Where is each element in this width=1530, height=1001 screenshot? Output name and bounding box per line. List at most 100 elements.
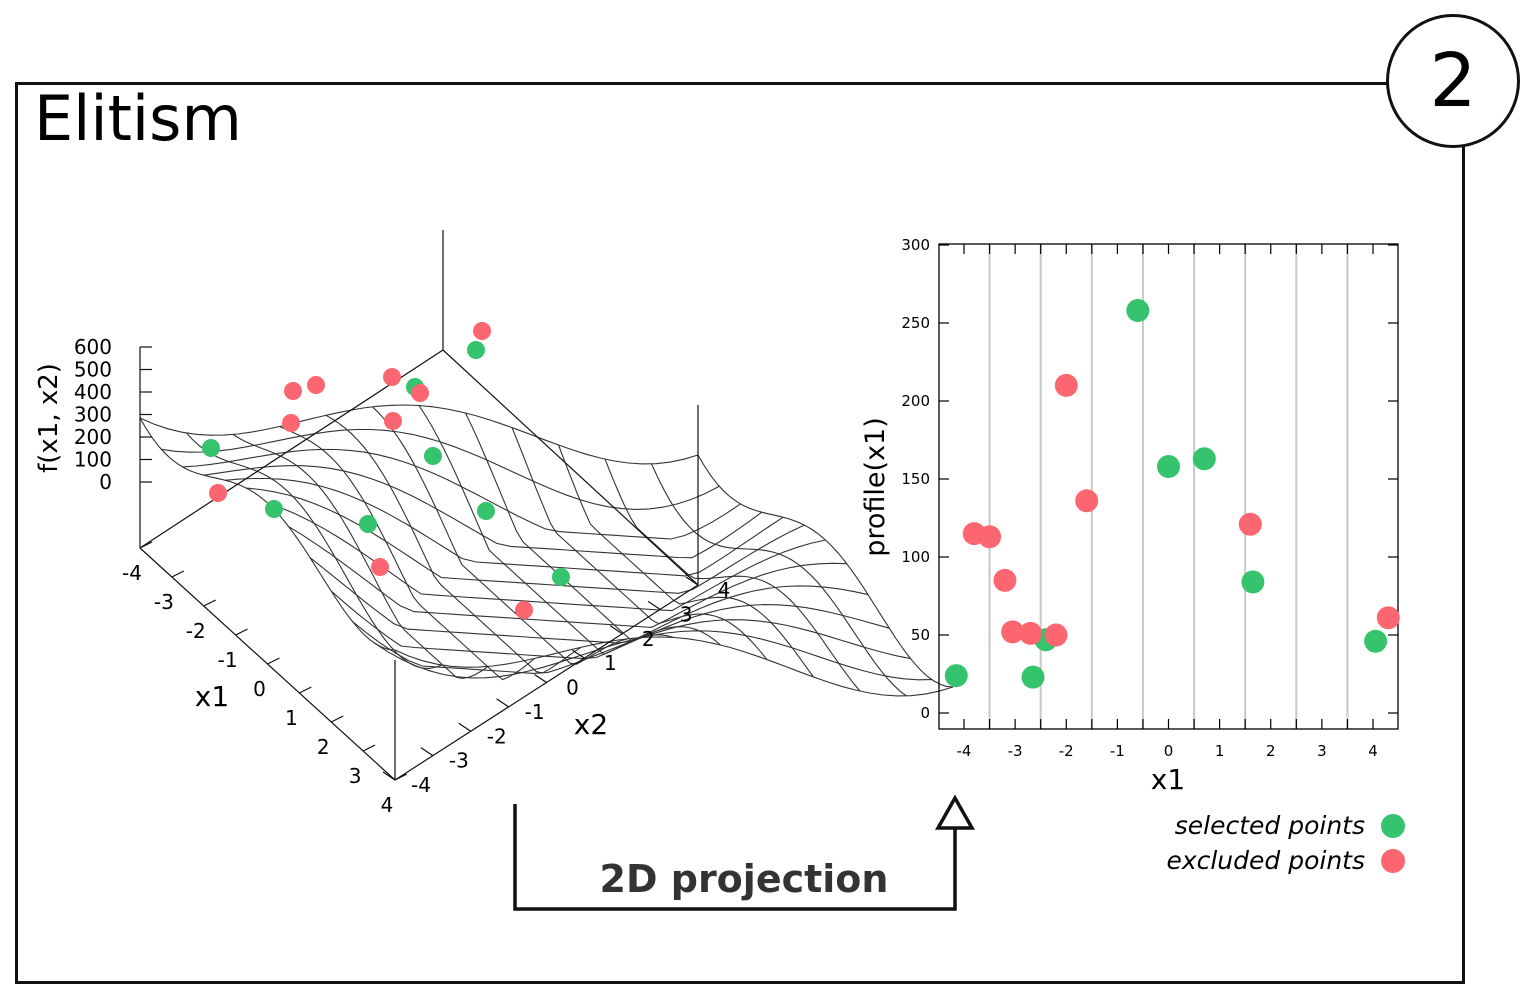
surface-excluded-point [411, 384, 429, 402]
surface-excluded-point [371, 558, 389, 576]
legend-selected-marker [1381, 814, 1405, 838]
axis-line [442, 349, 699, 586]
x-tick-label: 1 [1215, 742, 1225, 760]
selected-point [1192, 447, 1216, 471]
x2-tick-label: -3 [449, 749, 469, 773]
mesh-line [651, 463, 907, 697]
panel-frame [15, 82, 1465, 984]
y-tick-label: 0 [920, 704, 930, 722]
x-tick-label: -4 [957, 742, 972, 760]
legend-excluded-marker [1381, 849, 1405, 873]
x-tick-label: 4 [1368, 742, 1378, 760]
mesh-line [224, 477, 784, 577]
surface-excluded-point [473, 322, 491, 340]
mesh-line [139, 417, 396, 651]
selected-point [1157, 455, 1180, 478]
excluded-point [1054, 373, 1078, 397]
x2-tick-label: -4 [411, 773, 431, 797]
projection-arrow: 2D projection [513, 794, 976, 911]
panel-title: Elitism [34, 82, 242, 155]
scatter-gridlines [988, 244, 1349, 729]
x1-tick [139, 541, 153, 549]
z-tick-label: 100 [74, 448, 112, 472]
surface-selected-point [424, 447, 442, 465]
surface-selected-point [552, 568, 570, 586]
excluded-point [1019, 621, 1042, 645]
x2-tick [609, 625, 623, 635]
surface-points [202, 322, 570, 619]
surface-zlabel: f(x1, x2) [34, 363, 64, 473]
y-tick-label: 100 [901, 548, 930, 566]
surface-excluded-point [284, 382, 302, 400]
x-tick-label: 0 [1164, 742, 1174, 760]
x1-tick-label: 0 [253, 677, 266, 701]
x-tick-label: -2 [1059, 742, 1074, 760]
excluded-point [1238, 512, 1262, 536]
x1-tick-label: -3 [154, 590, 174, 614]
x1-tick-label: -4 [122, 561, 142, 585]
x1-tick [235, 628, 248, 636]
x1-tick [267, 657, 280, 665]
mesh-line [697, 454, 954, 688]
y-tick-label: 150 [901, 470, 930, 488]
surface-excluded-point [307, 376, 325, 394]
x2-tick-label: 3 [680, 602, 693, 626]
surface-excluded-point [515, 601, 533, 619]
excluded-point [993, 568, 1017, 592]
x-tick-label: 3 [1317, 742, 1327, 760]
surface-selected-point [467, 341, 485, 359]
mesh-line [232, 433, 489, 680]
mesh-line [372, 406, 628, 665]
x1-tick [330, 715, 344, 723]
x-tick-label: -1 [1110, 742, 1125, 760]
surface-selected-point [477, 502, 495, 520]
excluded-point [1001, 620, 1025, 644]
scatter-ticks: -4 -3 -2 -1 0 1 2 3 4 0 50 100 150 200 250 300 [901, 236, 1398, 760]
surface-selected-point [359, 515, 377, 533]
selected-point [1364, 629, 1388, 653]
x2-tick-label: 2 [642, 627, 655, 651]
projection-label: 2D projection [600, 857, 889, 901]
selected-point [1241, 570, 1265, 594]
mesh-line [182, 448, 741, 540]
z-tick-label: 0 [99, 470, 112, 494]
x1-tick [299, 686, 312, 694]
step-badge: 2 [1386, 14, 1520, 148]
x2-tick-label: -2 [487, 724, 507, 748]
y-tick-label: 300 [901, 236, 930, 254]
excluded-point [1376, 606, 1400, 630]
x2-tick [647, 600, 661, 610]
mesh-line [418, 405, 675, 656]
x-tick-label: 2 [1266, 742, 1276, 760]
x1-tick [362, 744, 376, 752]
x-tick-label: -3 [1008, 742, 1023, 760]
mesh-line [139, 404, 699, 465]
z-tick-label: 400 [74, 380, 112, 404]
x1-tick-label: 2 [317, 735, 330, 759]
y-tick-label: 50 [911, 626, 930, 644]
surface-plot: 6005004003002001000-4-3-2-101234-4-3-2-1… [34, 230, 954, 817]
excluded-point [1044, 623, 1068, 647]
surface-excluded-point [282, 414, 300, 432]
x2-tick-label: -1 [525, 700, 545, 724]
x2-tick [458, 722, 472, 732]
x2-tick [534, 674, 547, 683]
x2-tick-label: 0 [566, 676, 579, 700]
surface-excluded-point [384, 412, 402, 430]
z-tick-label: 300 [74, 403, 112, 427]
x1-tick-label: 3 [349, 764, 362, 788]
arrow-path [513, 804, 957, 911]
surface-excluded-point [383, 368, 401, 386]
x1-tick-label: 4 [381, 793, 394, 817]
projection-scatter-chart: -4 -3 -2 -1 0 1 2 3 4 0 50 100 150 200 250 300 profile(… [860, 236, 1405, 875]
mesh-line [604, 458, 861, 692]
x1-tick-label: 1 [285, 706, 298, 730]
x1-tick-label: -1 [218, 648, 238, 672]
x2-tick [572, 649, 585, 659]
scatter-xlabel: x1 [1151, 763, 1185, 796]
mesh-line [309, 557, 869, 644]
x2-tick [382, 771, 396, 781]
legend-selected-label: selected points [1175, 811, 1365, 840]
surface-selected-point [265, 500, 283, 518]
surface-axis-ticks: 6005004003002001000-4-3-2-101234-4-3-2-1… [74, 335, 731, 817]
